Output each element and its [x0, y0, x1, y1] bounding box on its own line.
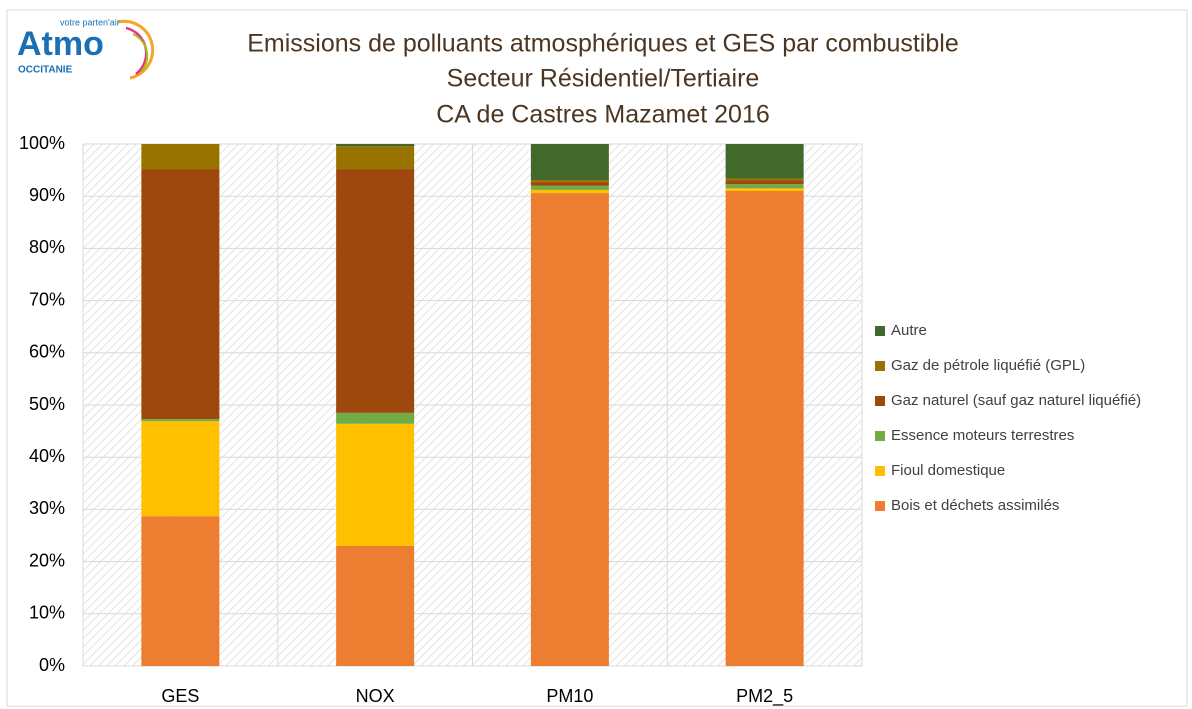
- bar-segment: [336, 169, 415, 413]
- x-tick-label: PM2_5: [736, 686, 793, 707]
- bar-segment: [530, 189, 609, 194]
- legend-swatch: [875, 466, 885, 476]
- bar-segment: [725, 144, 804, 179]
- bar-segment: [725, 178, 804, 181]
- legend-label: Essence moteurs terrestres: [891, 427, 1074, 444]
- legend-swatch: [875, 326, 885, 336]
- y-tick-label: 60%: [29, 342, 65, 362]
- bar-segment: [141, 516, 220, 666]
- bar-segment: [141, 421, 220, 517]
- legend-label: Gaz naturel (sauf gaz naturel liquéfié): [891, 392, 1141, 409]
- y-tick-label: 40%: [29, 446, 65, 466]
- logo: votre parten'air Atmo OCCITANIE: [17, 17, 155, 80]
- bar-segment: [530, 182, 609, 186]
- y-tick-label: 0%: [39, 655, 65, 675]
- legend-swatch: [875, 501, 885, 511]
- plot-border: [82, 143, 863, 667]
- bar-segment: [336, 412, 415, 424]
- chart-title: Secteur Résidentiel/Tertiaire: [447, 65, 760, 93]
- bar-segment: [141, 419, 220, 422]
- bar-segment: [336, 144, 415, 147]
- logo-name: Atmo: [17, 25, 104, 63]
- bar-segment: [725, 184, 804, 189]
- y-tick-label: 30%: [29, 498, 65, 518]
- y-tick-label: 20%: [29, 550, 65, 570]
- chart-title: CA de Castres Mazamet 2016: [436, 101, 770, 129]
- y-tick-label: 100%: [19, 133, 65, 153]
- bar-segment: [530, 180, 609, 183]
- bar-segment: [530, 185, 609, 190]
- logo-region: OCCITANIE: [18, 65, 73, 76]
- bar-segment: [336, 146, 415, 170]
- y-tick-label: 70%: [29, 289, 65, 309]
- logo-tagline: votre parten'air: [60, 17, 120, 27]
- bar-segment: [141, 169, 220, 420]
- legend-label: Bois et déchets assimilés: [891, 497, 1059, 514]
- legend-swatch: [875, 396, 885, 406]
- bar-segment: [725, 188, 804, 191]
- legend-label: Autre: [891, 322, 927, 339]
- bar-segment: [530, 144, 609, 181]
- legend-swatch: [875, 431, 885, 441]
- bar-segment: [725, 190, 804, 667]
- y-tick-label: 80%: [29, 237, 65, 257]
- x-tick-label: GES: [161, 686, 199, 706]
- bar-segment: [725, 180, 804, 185]
- y-tick-label: 50%: [29, 394, 65, 414]
- chart-title: Emissions de polluants atmosphériques et…: [247, 30, 958, 58]
- y-tick-label: 90%: [29, 185, 65, 205]
- bar-segment: [530, 193, 609, 666]
- legend-label: Fioul domestique: [891, 462, 1005, 479]
- y-tick-label: 10%: [29, 603, 65, 623]
- bar-segment: [141, 144, 220, 170]
- bar-segment: [336, 423, 415, 546]
- bar-segment: [336, 545, 415, 666]
- legend-label: Gaz de pétrole liquéfié (GPL): [891, 357, 1085, 374]
- x-tick-label: PM10: [546, 686, 593, 706]
- legend-swatch: [875, 361, 885, 371]
- x-tick-label: NOX: [356, 686, 395, 706]
